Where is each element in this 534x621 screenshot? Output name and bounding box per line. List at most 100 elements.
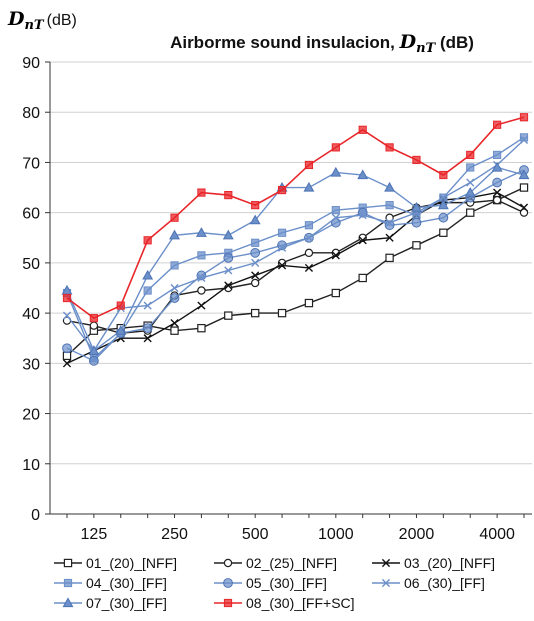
data-point xyxy=(411,217,422,228)
series-line xyxy=(66,166,525,352)
data-point xyxy=(197,301,206,310)
y-axis-unit: (dB) xyxy=(47,12,77,29)
data-point xyxy=(331,213,340,222)
data-point xyxy=(518,169,530,180)
data-point xyxy=(142,269,154,280)
chart-title-subscript: nT xyxy=(416,41,436,56)
data-point xyxy=(170,261,179,270)
series-5 xyxy=(62,165,529,366)
data-point xyxy=(519,183,529,192)
x-tick-label: 1000 xyxy=(318,526,354,543)
data-point xyxy=(250,308,260,318)
data-point xyxy=(491,161,503,172)
data-point xyxy=(493,150,502,160)
data-point xyxy=(116,301,125,310)
data-point xyxy=(304,160,314,170)
data-point xyxy=(169,293,180,303)
data-point xyxy=(358,273,367,283)
data-point xyxy=(170,326,179,335)
chart-title-text: Airborme sound insulacion, xyxy=(170,33,400,52)
legend-label: 03_(20)_[NFF] xyxy=(404,555,495,571)
data-point xyxy=(170,213,179,222)
legend-marker xyxy=(223,558,233,568)
data-point xyxy=(115,325,127,335)
y-axis-symbol: D xyxy=(7,8,25,30)
data-point xyxy=(331,251,340,260)
data-point xyxy=(385,233,394,242)
series-8 xyxy=(62,113,529,323)
data-point xyxy=(277,228,287,237)
data-point xyxy=(357,169,369,180)
data-point xyxy=(519,135,529,144)
legend-label: 07_(30)_[FF] xyxy=(86,595,167,611)
data-point xyxy=(492,177,503,188)
x-tick-label: 4000 xyxy=(479,526,515,543)
data-point xyxy=(197,323,206,333)
data-point xyxy=(62,343,72,354)
data-point xyxy=(251,271,260,280)
plot-area xyxy=(61,113,530,368)
y-axis-subscript: nT xyxy=(24,18,44,33)
data-point xyxy=(519,133,529,142)
data-point xyxy=(251,258,260,267)
y-tick-label: 90 xyxy=(22,55,40,72)
y-tick-label: 30 xyxy=(22,356,40,373)
series-line xyxy=(66,139,525,353)
legend-marker xyxy=(381,558,391,568)
data-point xyxy=(251,238,260,247)
data-point xyxy=(384,220,395,231)
data-point xyxy=(277,243,287,252)
data-point xyxy=(170,319,179,328)
data-point xyxy=(304,263,314,273)
series-6 xyxy=(62,135,529,355)
data-point xyxy=(224,311,233,320)
data-point xyxy=(304,221,314,230)
chart-title-unit: (dB) xyxy=(435,33,474,52)
series-line xyxy=(66,116,525,320)
legend-label: 02_(25)_[NFF] xyxy=(246,555,337,571)
data-point xyxy=(466,150,475,160)
data-point xyxy=(195,227,207,237)
data-point xyxy=(169,229,180,240)
legend-item: 02_(25)_[NFF] xyxy=(214,555,337,571)
data-point xyxy=(439,228,448,237)
data-point xyxy=(466,163,475,172)
data-point xyxy=(88,355,99,366)
data-point xyxy=(249,214,261,225)
x-tick-label: 2000 xyxy=(399,526,435,543)
legend-marker xyxy=(381,578,391,588)
legend-marker xyxy=(62,597,74,608)
x-tick-label: 250 xyxy=(161,526,188,543)
legend-label: 05_(30)_[FF] xyxy=(246,575,327,591)
data-point xyxy=(519,208,529,217)
legend-item: 05_(30)_[FF] xyxy=(214,575,327,591)
data-point xyxy=(438,212,449,223)
data-point xyxy=(277,261,287,270)
data-point xyxy=(358,211,367,220)
data-point xyxy=(385,253,394,263)
legend-marker xyxy=(63,578,73,588)
data-point xyxy=(277,258,287,268)
y-tick-label: 70 xyxy=(22,155,40,172)
legend-item: 07_(30)_[FF] xyxy=(54,595,167,611)
legend: 01_(20)_[NFF] 02_(25)_[NFF] 03_(20)_[NFF] 0… xyxy=(54,555,495,611)
data-point xyxy=(331,143,340,152)
data-point xyxy=(304,233,314,242)
y-tick-label: 20 xyxy=(22,407,40,424)
data-point xyxy=(224,190,233,200)
data-point xyxy=(62,293,72,303)
data-point xyxy=(330,166,342,177)
data-point xyxy=(304,298,314,308)
data-point xyxy=(197,251,206,260)
data-point xyxy=(223,252,234,263)
data-point xyxy=(519,113,529,122)
data-point xyxy=(384,181,396,192)
data-point xyxy=(358,125,367,134)
y-tick-label: 80 xyxy=(22,105,40,122)
y-tick-label: 60 xyxy=(22,206,40,223)
legend-item: 06_(30)_[FF] xyxy=(372,575,485,591)
data-point xyxy=(88,345,100,355)
legend-label: 01_(20)_[NFF] xyxy=(86,555,177,571)
series-line xyxy=(66,186,525,357)
